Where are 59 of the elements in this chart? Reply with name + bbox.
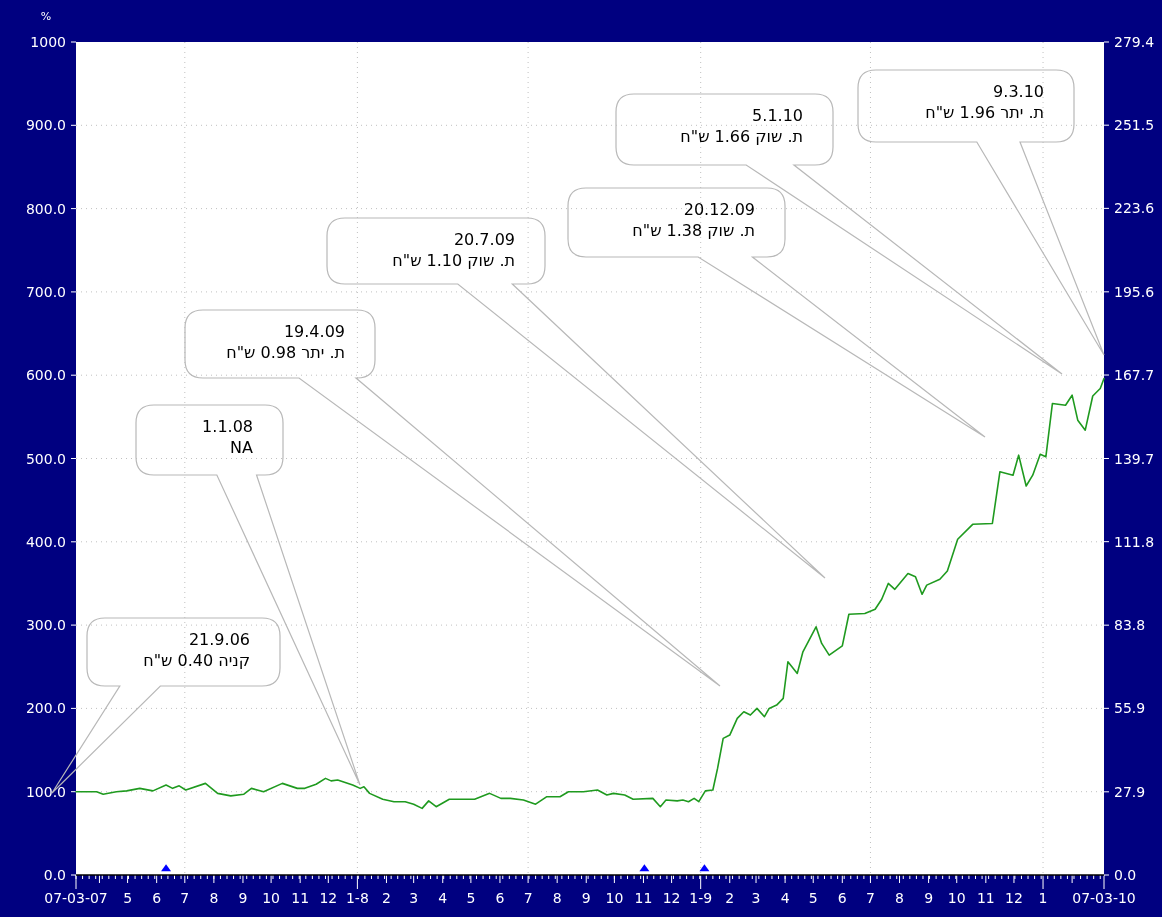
x-tick-label: 6 (495, 890, 505, 906)
x-tick-label: 3 (751, 890, 761, 906)
y2-tick-label: 55.9 (1114, 700, 1146, 717)
x-tick-label: 07-03-07 (44, 890, 108, 906)
x-tick-label: 12 (1005, 890, 1023, 906)
x-tick-label: 8 (209, 890, 219, 906)
x-tick-label: 2 (382, 890, 391, 906)
x-tick-label: 1-8 (345, 890, 369, 906)
y-axis-title: % (40, 10, 52, 23)
y2-tick-label: 0.0 (1114, 867, 1137, 883)
x-tick-label: 3 (409, 890, 419, 906)
y-tick-label: 800.0 (25, 200, 66, 217)
y2-tick-label: 251.5 (1114, 117, 1155, 134)
y2-tick-label: 27.9 (1114, 783, 1146, 800)
x-tick-label: 10 (262, 890, 281, 906)
x-tick-label: 11 (976, 890, 995, 906)
x-tick-label: 7 (865, 890, 875, 906)
x-tick-label: 1 (1038, 890, 1048, 906)
x-tick-label: 12 (319, 890, 338, 906)
y-tick-label: 900.0 (25, 117, 66, 134)
x-tick-label: 9 (924, 890, 934, 906)
y2-tick-label: 279.4 (1114, 34, 1155, 50)
y-tick-label: 100.0 (25, 783, 66, 800)
x-tick-label: 07-03-10 (1072, 890, 1136, 906)
x-tick-label: 2 (725, 890, 735, 906)
x-tick-label: 9 (238, 890, 248, 906)
y-tick-label: 600.0 (25, 367, 66, 384)
y2-tick-label: 83.8 (1114, 617, 1146, 634)
x-tick-label: 5 (123, 890, 133, 906)
x-tick-label: 11 (634, 890, 653, 906)
x-tick-label: 8 (552, 890, 562, 906)
x-tick-label: 12 (662, 890, 681, 906)
y-tick-label: 0.0 (43, 867, 66, 883)
x-tick-label: 5 (466, 890, 476, 906)
y2-tick-label: 139.7 (1114, 450, 1155, 467)
x-tick-label: 5 (808, 890, 818, 906)
x-tick-label: 7 (523, 890, 533, 906)
y-tick-label: 400.0 (25, 533, 66, 550)
y2-tick-label: 223.6 (1114, 200, 1155, 217)
x-tick-label: 6 (837, 890, 847, 906)
y-tick-label: 200.0 (25, 700, 66, 717)
x-tick-label: 1-9 (689, 890, 713, 906)
x-tick-label: 10 (605, 890, 624, 906)
x-tick-label: 7 (180, 890, 190, 906)
x-tick-label: 6 (152, 890, 162, 906)
x-tick-label: 4 (438, 890, 448, 906)
x-tick-label: 4 (780, 890, 790, 906)
y2-tick-label: 111.8 (1114, 533, 1155, 550)
x-tick-label: 10 (947, 890, 966, 906)
x-tick-label: 8 (895, 890, 904, 906)
y-tick-label: 1000 (30, 34, 66, 50)
y-tick-label: 300.0 (25, 617, 66, 634)
x-tick-label: 11 (291, 890, 310, 906)
y2-tick-label: 167.7 (1114, 367, 1155, 384)
y2-tick-label: 195.6 (1114, 283, 1155, 300)
x-tick-label: 9 (581, 890, 591, 906)
y-tick-label: 700.0 (25, 283, 66, 300)
y-tick-label: 500.0 (25, 450, 66, 467)
annotation: 1.1.08 NA (202, 417, 254, 457)
